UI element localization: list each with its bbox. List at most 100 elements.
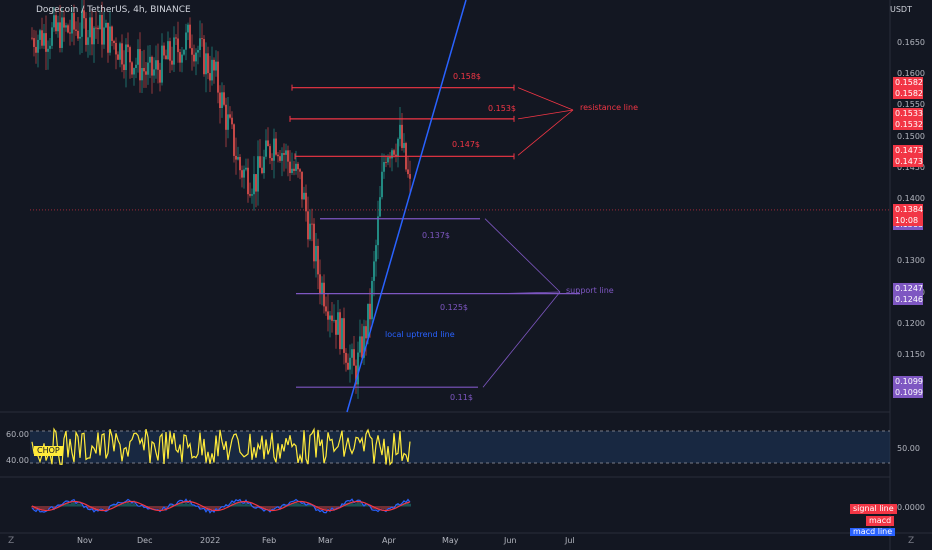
candle-body — [369, 303, 371, 320]
candle-body — [177, 38, 179, 53]
macd-histogram-bar — [333, 506, 335, 510]
y-tick-label: 0.1150 — [897, 350, 925, 359]
y-tick-label: 0.1650 — [897, 38, 925, 47]
candle-body — [141, 67, 143, 81]
candle-body — [213, 59, 215, 71]
macd-histogram-bar — [41, 506, 43, 510]
x-tick-label: Feb — [262, 536, 277, 545]
candle-body — [105, 22, 107, 28]
candle-body — [375, 245, 377, 262]
macd-histogram-bar — [235, 502, 237, 507]
candle-body — [347, 362, 349, 370]
support-annotation: support line — [566, 286, 614, 295]
macd-histogram-bar — [269, 506, 271, 511]
candle-body — [147, 62, 149, 75]
candle-body — [389, 157, 391, 159]
candle-body — [335, 319, 337, 335]
chop-line — [31, 427, 411, 466]
macd-histogram-bar — [241, 504, 243, 507]
candle-body — [307, 211, 309, 240]
candle-body — [361, 336, 363, 358]
macd-histogram-bar — [183, 503, 185, 507]
resistance-arrow — [517, 87, 574, 111]
macd-histogram-bar — [187, 503, 189, 507]
macd-histogram-bar — [329, 506, 331, 510]
candle-body — [39, 30, 41, 40]
macd-histogram-bar — [149, 506, 151, 508]
corner-left[interactable]: Z — [8, 536, 15, 546]
candle-body — [365, 326, 367, 339]
candle-body — [263, 156, 265, 174]
candle-body — [65, 25, 67, 28]
corner-right[interactable]: Z — [908, 536, 915, 546]
candle-body — [179, 52, 181, 63]
candle-body — [97, 27, 99, 30]
uptrend-annotation: local uptrend line — [385, 330, 455, 339]
candle-body — [249, 194, 251, 196]
y-tick-label: 0.1200 — [897, 318, 925, 328]
candle-body — [387, 157, 389, 163]
chop-badge[interactable]: CHOP — [34, 446, 63, 456]
macd-histogram-bar — [293, 503, 295, 507]
macd-histogram-bar — [135, 504, 137, 507]
macd-line — [31, 498, 411, 514]
candle-body — [149, 56, 151, 63]
macd-histogram-bar — [299, 503, 301, 507]
macd-histogram-bar — [73, 502, 75, 507]
chop-value: 50.00 — [897, 444, 920, 453]
candle-body — [403, 143, 405, 148]
signal-line — [31, 500, 411, 512]
macd-histogram-bar — [405, 503, 407, 507]
candle-body — [337, 312, 339, 335]
macd-histogram-bar — [253, 506, 255, 508]
support-price-badge: 0.1247 — [893, 282, 923, 294]
macd-histogram-bar — [211, 506, 213, 510]
macd-histogram-bar — [353, 503, 355, 507]
candle-body — [153, 69, 155, 76]
macd-histogram-bar — [247, 504, 249, 507]
macd-histogram-bar — [69, 503, 71, 507]
candle-body — [333, 319, 335, 321]
candle-body — [393, 150, 395, 155]
signal-line-badge: signal line — [850, 504, 897, 514]
candle-body — [373, 261, 375, 281]
macd-histogram-bar — [243, 504, 245, 507]
x-tick-label: Mar — [318, 536, 334, 545]
candle-body — [313, 223, 315, 262]
candle-body — [395, 154, 397, 157]
candle-body — [191, 48, 193, 55]
candle-body — [217, 61, 219, 93]
candle-body — [139, 49, 141, 81]
candle-body — [41, 30, 43, 46]
macd-histogram-bar — [303, 504, 305, 507]
candle-body — [31, 37, 33, 39]
candle-body — [399, 124, 401, 139]
candle-body — [107, 22, 109, 53]
macd-histogram-bar — [121, 504, 123, 507]
candle-body — [207, 53, 209, 74]
candle-body — [407, 169, 409, 175]
macd-histogram-bar — [151, 506, 153, 509]
candle-body — [295, 163, 297, 171]
candle-body — [185, 32, 187, 50]
macd-histogram-bar — [57, 505, 59, 507]
resistance-price-badge: 0.1473 — [893, 145, 923, 157]
candle-body — [119, 43, 121, 60]
candle-body — [331, 315, 333, 321]
candle-body — [267, 140, 269, 147]
macd-histogram-bar — [357, 502, 359, 507]
candle-body — [289, 161, 291, 173]
macd-histogram-bar — [155, 506, 157, 509]
candle-body — [357, 352, 359, 385]
candle-body — [293, 168, 295, 171]
macd-histogram-bar — [125, 503, 127, 507]
support-price-badge: 0.1099 — [893, 387, 923, 399]
candle-body — [113, 40, 115, 43]
macd-histogram-bar — [233, 503, 235, 507]
macd-histogram-bar — [383, 506, 385, 510]
candle-body — [169, 41, 171, 61]
candle-body — [89, 17, 91, 38]
macd-histogram-bar — [371, 506, 373, 509]
resistance-level-label: 0.153$ — [488, 104, 516, 113]
